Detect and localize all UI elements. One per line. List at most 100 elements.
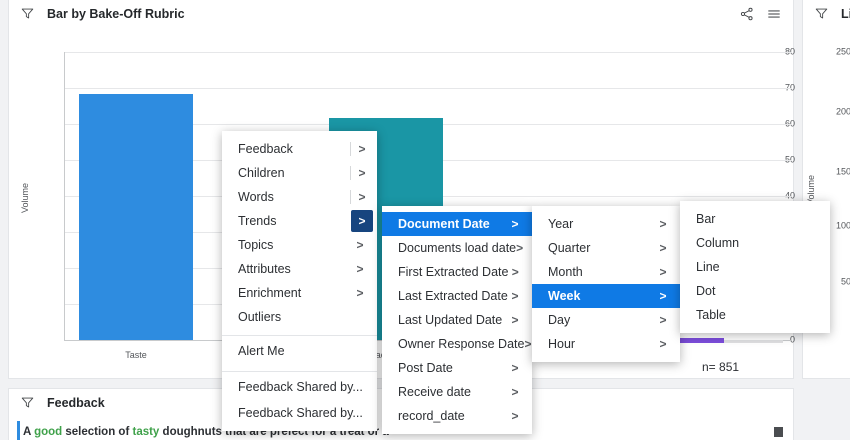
menu-item-label: Feedback (238, 142, 293, 156)
filter-icon[interactable] (815, 7, 828, 20)
menu-item-label: Month (548, 265, 583, 279)
menu-item-feedback-shared-by-1[interactable]: Feedback Shared by... (222, 371, 377, 401)
chevron-right-icon: > (511, 265, 519, 279)
chevron-right-icon[interactable]: > (351, 210, 373, 232)
menu-item-label: Words (238, 190, 274, 204)
menu-item-label: Bar (696, 212, 716, 226)
menu-item-feedback[interactable]: Feedback > (222, 137, 377, 161)
menu-item-receive-date[interactable]: Receive date > (382, 380, 532, 404)
feedback-scroll-handle[interactable] (774, 427, 783, 437)
y-tick-label: 80 (749, 47, 795, 57)
menu-item-week[interactable]: Week > (532, 284, 680, 308)
menu-item-label: Attributes (238, 262, 291, 276)
menu-item-label: Outliers (238, 310, 282, 324)
y-tick-label: 60 (749, 119, 795, 129)
menu-item-feedback-shared-by-2[interactable]: Feedback Shared by... (222, 401, 377, 425)
filter-icon[interactable] (21, 396, 34, 409)
sample-size-label: n= 851 (702, 360, 740, 374)
menu-item-record-date[interactable]: record_date > (382, 404, 532, 428)
context-menu-primary[interactable]: Feedback > Children > Words > Trends > T… (222, 131, 377, 431)
menu-item-label: Documents load date (398, 241, 517, 255)
menu-item-post-date[interactable]: Post Date > (382, 356, 532, 380)
y-tick-label: 250 (835, 46, 850, 57)
menu-item-topics[interactable]: Topics > (222, 233, 377, 257)
menu-item-label: Alert Me (238, 343, 285, 358)
y-tick-label: 50 (840, 276, 850, 287)
menu-item-line[interactable]: Line (680, 255, 830, 279)
menu-item-label: record_date (398, 409, 465, 423)
feedback-card-title: Feedback (47, 395, 105, 410)
menu-item-documents-load-date[interactable]: Documents load date > (382, 236, 532, 260)
gridline (64, 88, 792, 89)
menu-item-attributes[interactable]: Attributes > (222, 257, 377, 281)
chevron-right-icon: > (358, 166, 366, 180)
chevron-right-icon: > (356, 262, 364, 276)
chevron-right-icon: > (511, 361, 519, 375)
x-tick-label: Taste (125, 350, 147, 360)
list-chart-plot: Volume 250 200 150 100 50 (803, 30, 850, 378)
menu-item-last-extracted-date[interactable]: Last Extracted Date > (382, 284, 532, 308)
menu-item-words[interactable]: Words > (222, 185, 377, 209)
menu-item-column[interactable]: Column (680, 231, 830, 255)
hamburger-menu-icon[interactable] (767, 7, 781, 21)
menu-item-quarter[interactable]: Quarter > (532, 236, 680, 260)
feedback-card-header: Feedback (9, 389, 793, 416)
y-tick-label: 70 (749, 83, 795, 93)
menu-item-label: Last Updated Date (398, 313, 503, 327)
menu-item-separator (350, 190, 351, 204)
chevron-right-icon: > (356, 238, 364, 252)
chevron-right-icon: > (356, 286, 364, 300)
menu-item-hour[interactable]: Hour > (532, 332, 680, 356)
chevron-right-icon: > (511, 289, 519, 303)
chevron-right-icon: > (516, 241, 524, 255)
context-menu-chart-type[interactable]: Bar Column Line Dot Table (680, 201, 830, 333)
menu-item-label: Hour (548, 337, 576, 351)
menu-item-label: First Extracted Date (398, 265, 509, 279)
chevron-right-icon: > (524, 337, 532, 351)
y-axis-line (64, 52, 65, 341)
menu-item-children[interactable]: Children > (222, 161, 377, 185)
menu-item-year[interactable]: Year > (532, 212, 680, 236)
list-card-header: Li (803, 0, 850, 27)
menu-item-trends[interactable]: Trends > (222, 209, 377, 233)
menu-item-first-extracted-date[interactable]: First Extracted Date > (382, 260, 532, 284)
menu-item-label: Post Date (398, 361, 453, 375)
y-tick-label: 50 (749, 155, 795, 165)
context-menu-date-fields[interactable]: Document Date > Documents load date > Fi… (382, 206, 532, 434)
y-tick-label: 40 (749, 191, 795, 201)
menu-item-document-date[interactable]: Document Date > (382, 212, 532, 236)
menu-item-dot[interactable]: Dot (680, 279, 830, 303)
menu-item-label: Table (696, 308, 726, 322)
chevron-right-icon: > (659, 265, 667, 279)
chevron-right-icon: > (659, 217, 667, 231)
menu-item-label: Last Extracted Date (398, 289, 508, 303)
feedback-accent-bar (17, 421, 20, 440)
filter-icon[interactable] (21, 7, 34, 20)
bar-card-header: Bar by Bake-Off Rubric (9, 0, 793, 27)
menu-item-table[interactable]: Table (680, 303, 830, 327)
menu-item-alert-me[interactable]: Alert Me (222, 335, 377, 365)
y-tick-label: 100 (835, 220, 850, 231)
y-tick-label: 150 (835, 166, 850, 177)
menu-item-label: Feedback Shared by... (238, 379, 363, 394)
chevron-right-icon: > (659, 241, 667, 255)
bar-taste[interactable] (79, 94, 193, 340)
chevron-right-icon: > (511, 385, 519, 399)
share-icon[interactable] (740, 7, 754, 21)
feedback-highlight-good: good (34, 426, 63, 438)
context-menu-date-granularity[interactable]: Year > Quarter > Month > Week > Day > Ho… (532, 206, 680, 362)
menu-item-last-updated-date[interactable]: Last Updated Date > (382, 308, 532, 332)
menu-item-bar[interactable]: Bar (680, 207, 830, 231)
menu-item-separator (350, 166, 351, 180)
menu-item-month[interactable]: Month > (532, 260, 680, 284)
menu-item-label: Year (548, 217, 574, 231)
menu-item-enrichment[interactable]: Enrichment > (222, 281, 377, 305)
menu-item-owner-response-date[interactable]: Owner Response Date > (382, 332, 532, 356)
chevron-right-icon: > (659, 313, 667, 327)
mini-bar-fill (671, 338, 724, 343)
menu-item-label: Dot (696, 284, 716, 298)
menu-item-outliers[interactable]: Outliers (222, 305, 377, 329)
menu-item-label: Receive date (398, 385, 471, 399)
menu-item-day[interactable]: Day > (532, 308, 680, 332)
chevron-right-icon: > (659, 337, 667, 351)
